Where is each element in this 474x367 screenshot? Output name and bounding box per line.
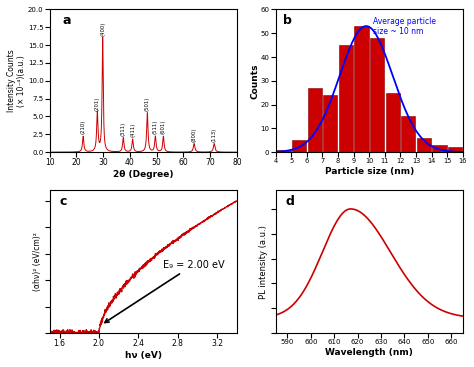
Text: (800): (800)	[191, 127, 197, 142]
Text: (201): (201)	[95, 97, 100, 111]
Y-axis label: PL intensity (a.u.): PL intensity (a.u.)	[259, 225, 268, 299]
Bar	[385, 93, 400, 152]
Text: (411): (411)	[130, 123, 135, 137]
Text: (311): (311)	[121, 121, 126, 136]
Text: (113): (113)	[212, 127, 217, 142]
Bar	[308, 88, 322, 152]
X-axis label: hν (eV): hν (eV)	[125, 351, 162, 360]
Text: (210): (210)	[81, 120, 86, 134]
Bar	[432, 145, 447, 152]
Text: (511): (511)	[153, 120, 158, 134]
Text: Average particle
size ~ 10 nm: Average particle size ~ 10 nm	[373, 17, 436, 36]
Bar	[339, 45, 353, 152]
Y-axis label: Intensity Counts
(× 10⁻⁴)(a.u.): Intensity Counts (× 10⁻⁴)(a.u.)	[7, 50, 27, 112]
Bar	[370, 38, 384, 152]
Bar	[276, 150, 291, 152]
Text: d: d	[285, 195, 294, 208]
X-axis label: Wavelength (nm): Wavelength (nm)	[325, 348, 413, 357]
Bar	[448, 148, 462, 152]
Text: a: a	[63, 14, 71, 27]
Text: (400): (400)	[100, 22, 105, 36]
X-axis label: Particle size (nm): Particle size (nm)	[325, 167, 414, 176]
Text: E₉ = 2.00 eV: E₉ = 2.00 eV	[105, 259, 225, 323]
Text: c: c	[59, 195, 66, 208]
Y-axis label: Counts: Counts	[250, 63, 259, 99]
Bar	[354, 26, 369, 152]
Bar	[323, 95, 337, 152]
Bar	[401, 116, 415, 152]
Text: b: b	[283, 14, 292, 27]
Bar	[417, 138, 431, 152]
Y-axis label: (αhν)² (eV/cm)²: (αhν)² (eV/cm)²	[33, 232, 42, 291]
Text: (601): (601)	[161, 120, 166, 134]
Bar	[292, 140, 306, 152]
X-axis label: 2θ (Degree): 2θ (Degree)	[113, 170, 173, 179]
Text: (501): (501)	[145, 97, 150, 111]
